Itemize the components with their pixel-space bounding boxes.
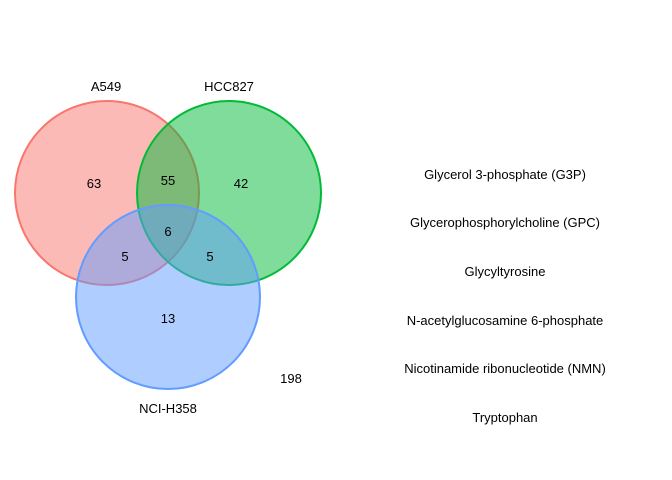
metabolite-item: Glycyltyrosine: [464, 263, 546, 279]
metabolite-item: N-acetylglucosamine 6-phosphate: [406, 312, 604, 328]
set-label-a549: A549: [91, 79, 121, 94]
count-hcc827-nci-h358: 5: [206, 249, 213, 264]
set-label-hcc827: HCC827: [204, 79, 254, 94]
count-a549-nci-h358: 5: [121, 249, 128, 264]
count-all-three: 6: [164, 224, 171, 239]
count-nci-h358-only: 13: [161, 311, 175, 326]
count-outside: 198: [280, 371, 302, 386]
count-a549-only: 63: [87, 176, 101, 191]
nci-h358-circle: [75, 204, 261, 390]
count-a549-hcc827: 55: [161, 173, 175, 188]
count-hcc827-only: 42: [234, 176, 248, 191]
set-label-nci-h358: NCI-H358: [139, 401, 197, 416]
metabolite-item: Nicotinamide ribonucleotide (NMN): [404, 361, 606, 377]
metabolite-item: Glycerol 3-phosphate (G3P): [424, 166, 586, 182]
metabolite-list: Glycerol 3-phosphate (G3P) Glycerophosph…: [380, 150, 630, 442]
metabolite-item: Tryptophan: [472, 409, 538, 425]
metabolite-item: Glycerophosphorylcholine (GPC): [409, 215, 601, 231]
